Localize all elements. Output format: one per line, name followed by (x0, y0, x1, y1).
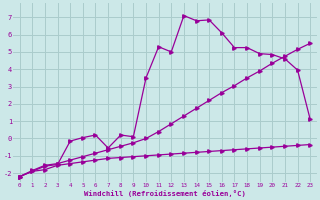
X-axis label: Windchill (Refroidissement éolien,°C): Windchill (Refroidissement éolien,°C) (84, 190, 246, 197)
